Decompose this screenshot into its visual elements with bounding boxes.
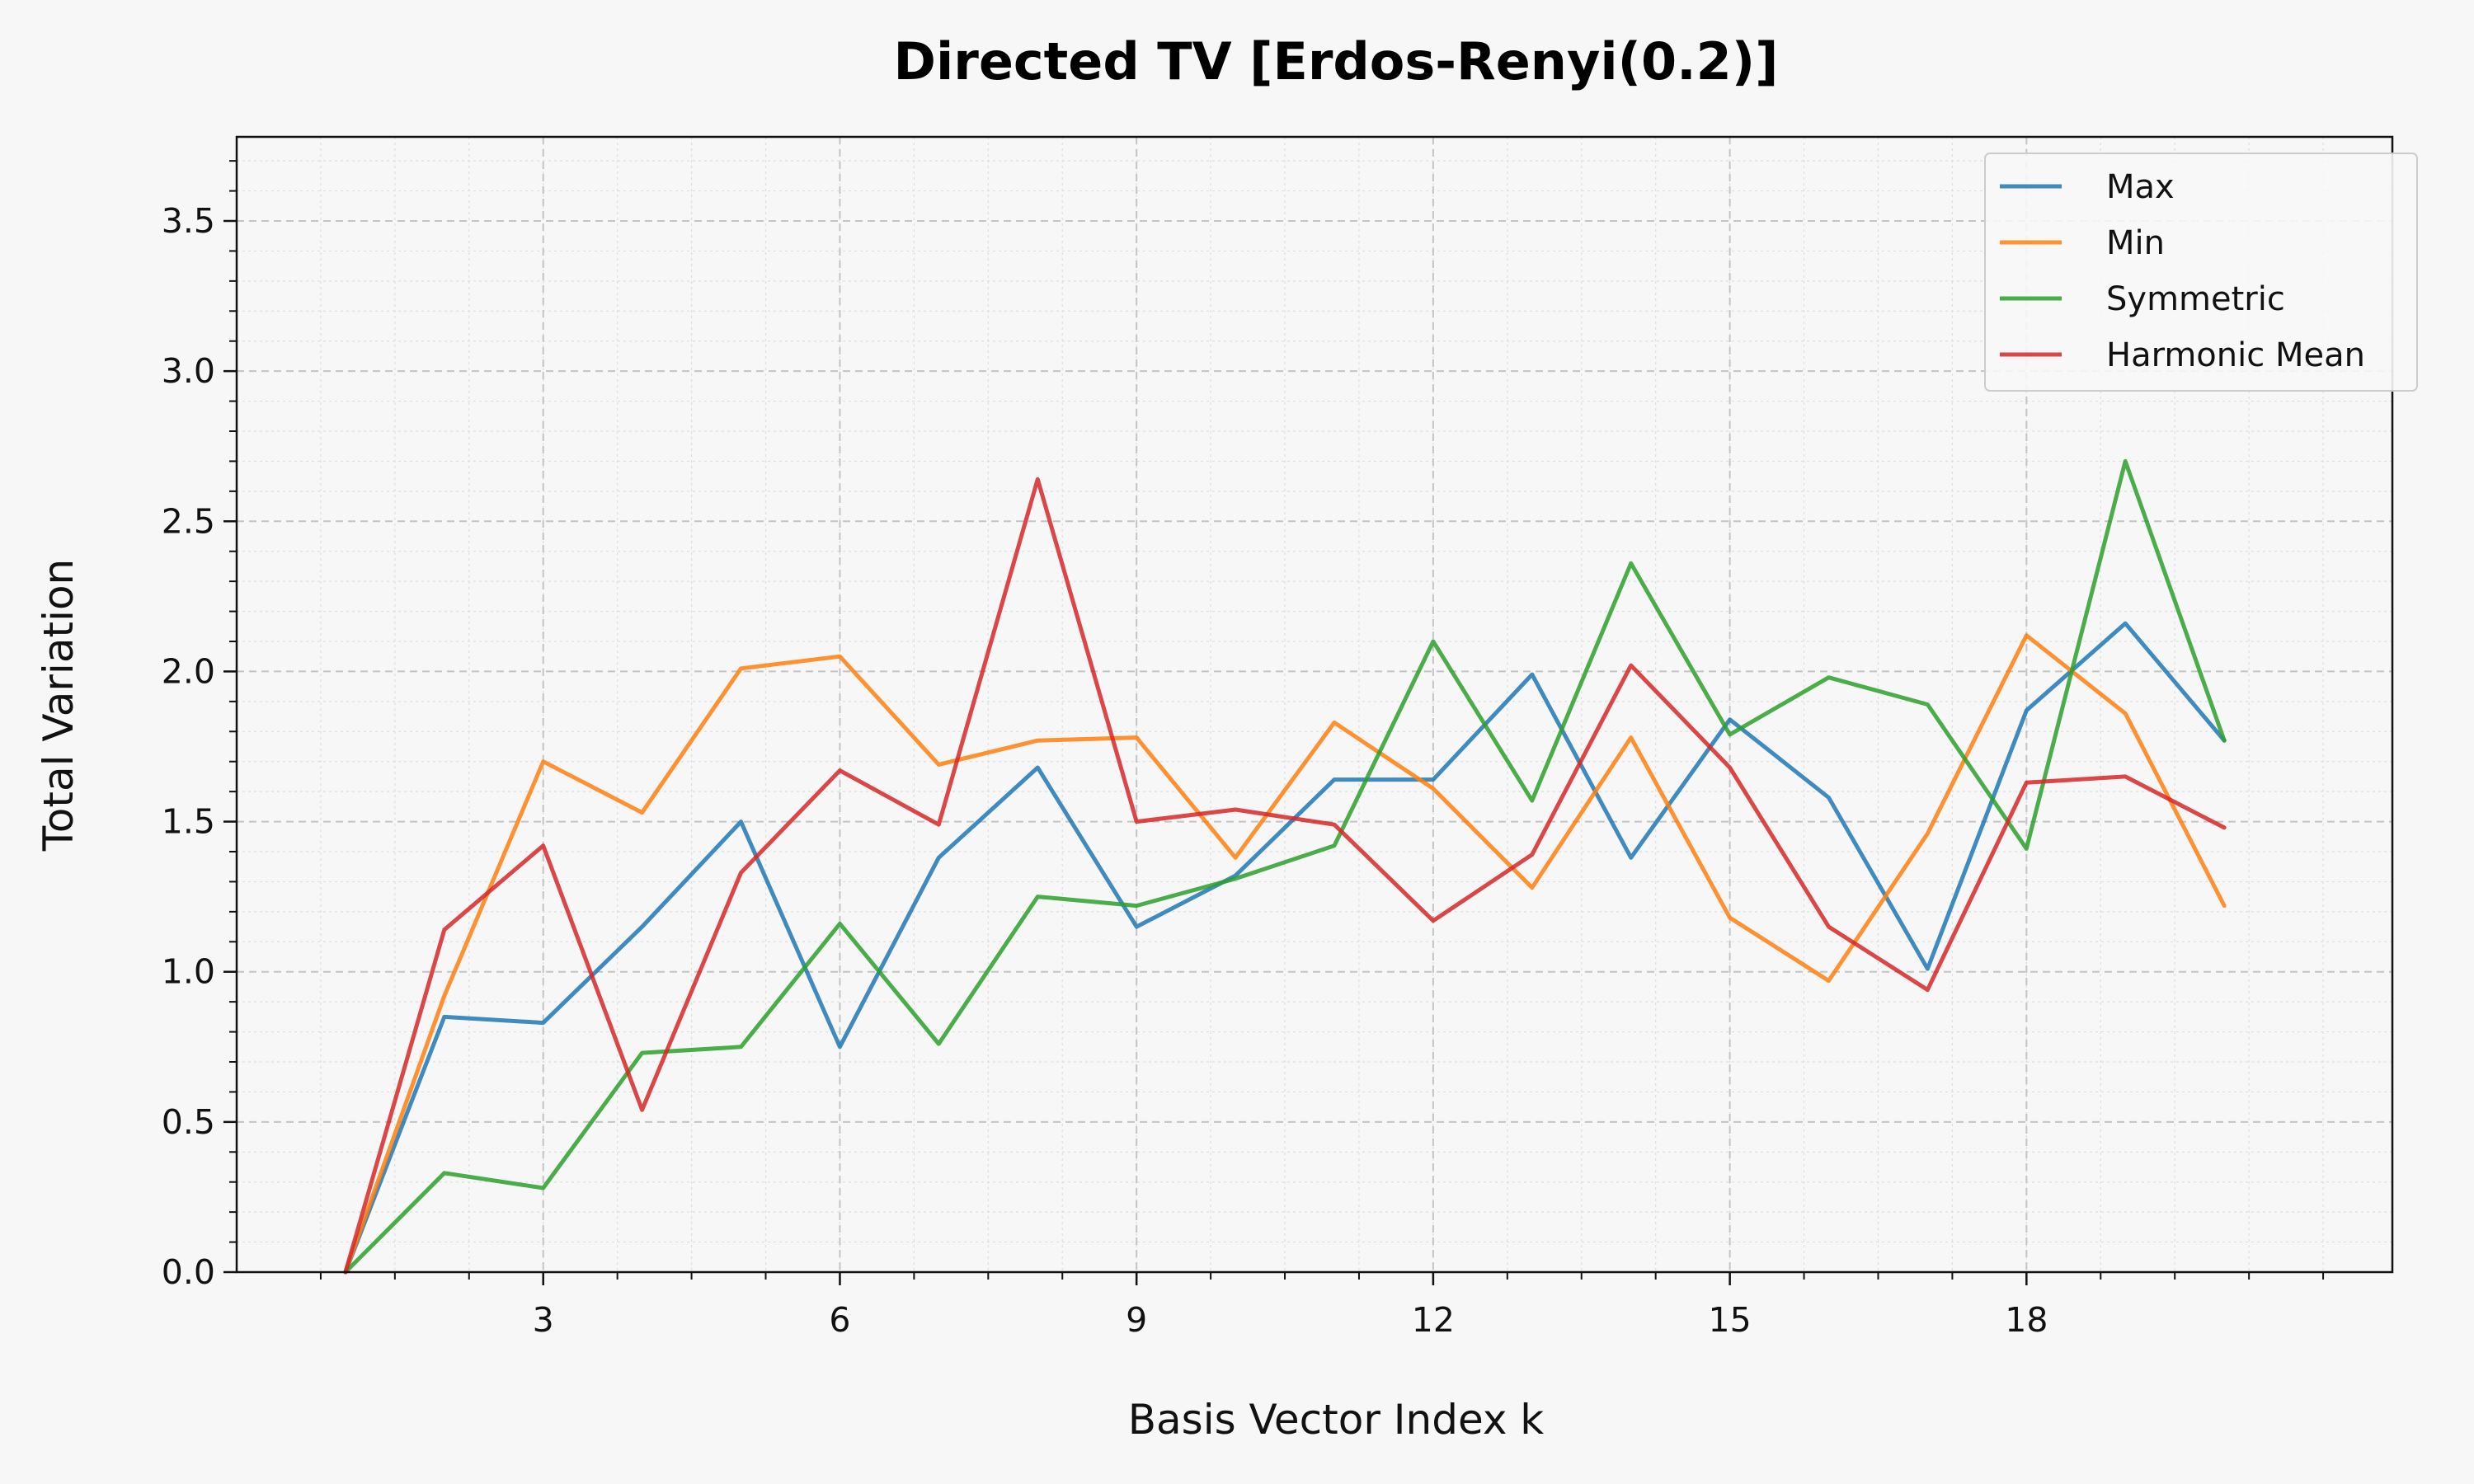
y-tick-label: 2.5: [162, 501, 215, 541]
x-tick-label: 15: [1709, 1300, 1752, 1340]
series-line-symmetric: [343, 458, 2227, 1275]
minor-grid: [237, 137, 2392, 1272]
x-axis-label: Basis Vector Index k: [1128, 1396, 1545, 1444]
legend-label-symmetric: Symmetric: [2106, 280, 2285, 318]
y-axis: 0.0 0.5 1.0 1.5 2.0 2.5 3.0 3.5: [162, 160, 237, 1292]
legend-label-harmonic-mean: Harmonic Mean: [2106, 336, 2365, 374]
legend-label-max: Max: [2106, 168, 2175, 206]
y-tick-label: 0.0: [162, 1252, 215, 1292]
y-tick-label: 3.0: [162, 351, 215, 391]
chart-title: Directed TV [Erdos-Renyi(0.2)]: [894, 31, 1779, 92]
y-tick-label: 3.5: [162, 201, 215, 241]
series-line-harmonic-mean: [343, 477, 2227, 1275]
y-tick-label: 0.5: [162, 1102, 215, 1142]
x-tick-label: 18: [2005, 1300, 2048, 1340]
series-line-min: [343, 633, 2227, 1275]
x-tick-label: 3: [533, 1300, 554, 1340]
series-line-max: [343, 621, 2227, 1275]
x-tick-label: 6: [829, 1300, 850, 1340]
y-tick-label: 2.0: [162, 651, 215, 691]
legend-box: [1984, 153, 2418, 392]
legend-label-min: Min: [2106, 224, 2165, 262]
x-tick-label: 9: [1126, 1300, 1147, 1340]
x-axis: 3 6 9 12 15 18: [319, 1272, 2325, 1340]
y-tick-label: 1.5: [162, 802, 215, 842]
y-tick-label: 1.0: [162, 952, 215, 992]
y-axis-label: Total Variation: [35, 559, 82, 852]
plot-frame: [235, 135, 2394, 1274]
x-tick-label: 12: [1412, 1300, 1455, 1340]
legend: Max Min Symmetric Harmonic Mean: [1984, 153, 2418, 392]
series-lines: [343, 458, 2227, 1275]
